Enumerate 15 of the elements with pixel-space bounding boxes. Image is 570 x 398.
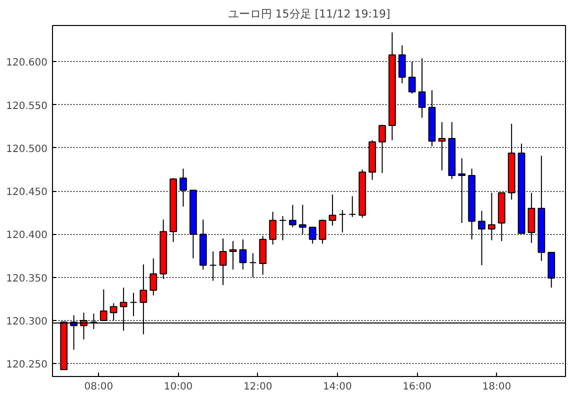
y-tick-label: 120.350 (6, 273, 48, 284)
x-tick-label: 08:00 (84, 382, 114, 392)
x-tick-label: 16:00 (402, 382, 432, 392)
x-tick-label: 18:00 (482, 382, 512, 392)
x-tick-label: 14:00 (323, 382, 352, 392)
y-tick-label: 120.550 (6, 100, 48, 112)
y-tick-label: 120.250 (6, 360, 48, 371)
y-tick-label: 120.300 (6, 316, 48, 328)
x-tick-label: 10:00 (164, 382, 193, 392)
y-tick-label: 120.400 (6, 230, 48, 242)
x-tick-label: 12:00 (243, 382, 272, 392)
chart-title: ユーロ円 15分足 [11/12 19:19] (228, 8, 390, 20)
y-tick-label: 120.500 (6, 144, 48, 155)
y-tick-label: 120.450 (6, 187, 48, 198)
y-tick-label: 120.600 (6, 58, 48, 69)
